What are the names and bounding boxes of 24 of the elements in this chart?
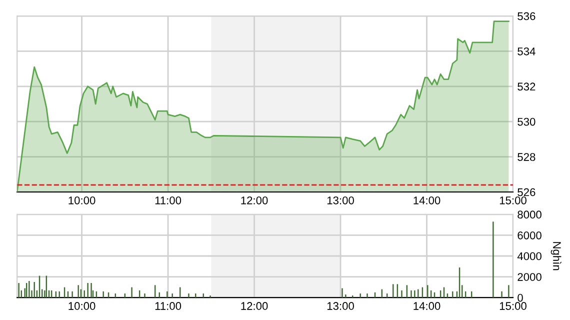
- x-tick-label: 12:00: [241, 196, 268, 204]
- y-tick-label: 534: [518, 47, 536, 56]
- x-tick-label: 10:00: [68, 302, 96, 310]
- x-tick-label: 15:00: [500, 302, 526, 310]
- y-tick-label: 536: [518, 12, 536, 20]
- y-tick-label: 532: [518, 82, 536, 91]
- x-tick-label: 12:00: [241, 302, 268, 310]
- x-tick-label: 11:00: [155, 302, 182, 310]
- x-tick-label: 11:00: [155, 196, 182, 204]
- x-tick-label: 15:00: [500, 196, 526, 204]
- y-tick-label: 6000: [518, 231, 542, 240]
- y-tick-label: 528: [518, 153, 536, 161]
- x-tick-label: 10:00: [68, 196, 96, 204]
- y-tick-label: 526: [518, 188, 536, 196]
- x-tick-label: 13:00: [327, 196, 354, 204]
- x-tick-label: 13:00: [327, 302, 354, 310]
- y-axis-title: Nghìn: [550, 242, 562, 270]
- y-tick-label: 4000: [517, 252, 542, 260]
- y-tick-label: 8000: [518, 210, 542, 219]
- x-tick-label: 14:00: [414, 196, 440, 204]
- y-tick-label: 530: [518, 118, 536, 126]
- x-tick-label: 14:00: [414, 302, 440, 310]
- y-tick-label: 2000: [518, 273, 542, 281]
- y-tick-label: 0: [518, 294, 523, 302]
